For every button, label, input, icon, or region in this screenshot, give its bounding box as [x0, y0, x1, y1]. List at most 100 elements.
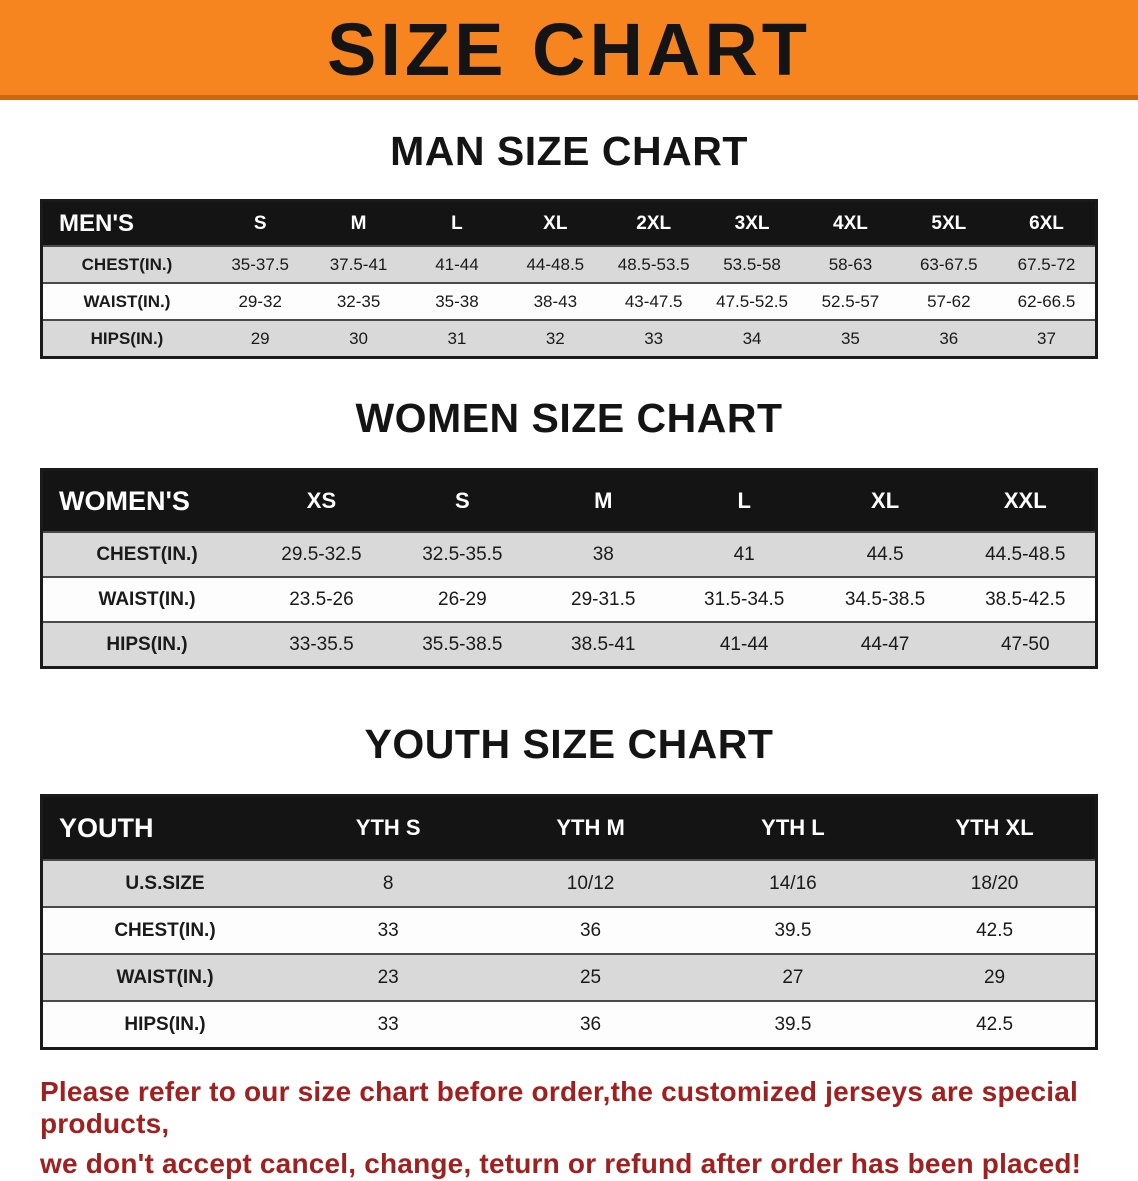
- table-title-cell: MEN'S: [41, 200, 211, 246]
- disclaimer-line-1: Please refer to our size chart before or…: [40, 1076, 1079, 1140]
- column-header: XL: [814, 469, 956, 532]
- column-header: YTH M: [489, 795, 692, 860]
- size-cell: 31.5-34.5: [704, 588, 785, 610]
- size-cell: 39.5: [774, 1013, 812, 1035]
- size-cell: 52.5-57: [821, 291, 880, 311]
- table-row: CHEST(IN.) 33 36 39.5 42.5: [41, 907, 1097, 954]
- column-header: 2XL: [604, 200, 703, 246]
- man-size-chart-section: MAN SIZE CHART MEN'S S M L XL 2XL 3XL 4XL 5XL 6XL…: [0, 128, 1138, 359]
- table-row: WAIST(IN.) 23 25 27 29: [41, 954, 1097, 1001]
- table-row: HIPS(IN.) 33-35.5 35.5-38.5 38.5-41 41-44 44-…: [41, 622, 1097, 668]
- youth-size-chart-section: YOUTH SIZE CHART YOUTH YTH S YTH M YTH L YTH…: [0, 721, 1138, 1050]
- column-header: 5XL: [899, 200, 998, 246]
- row-label: CHEST(IN.): [81, 254, 173, 274]
- disclaimer: Please refer to our size chart before or…: [40, 1076, 1138, 1181]
- size-cell: 39.5: [774, 919, 812, 941]
- size-cell: 47-50: [1000, 633, 1050, 655]
- size-cell: 29: [250, 328, 270, 348]
- table-title-cell: YOUTH: [41, 795, 287, 860]
- column-header: L: [407, 200, 507, 246]
- size-cell: 36: [579, 919, 602, 941]
- size-cell: 26-29: [438, 588, 487, 610]
- size-cell: 62-66.5: [1017, 291, 1076, 311]
- column-header: L: [673, 469, 815, 532]
- table-row: CHEST(IN.) 35-37.5 37.5-41 41-44 44-48.5 48.5…: [41, 246, 1097, 283]
- column-header: 6XL: [998, 200, 1097, 246]
- table-title-cell: WOMEN'S: [41, 469, 251, 532]
- size-cell: 29.5-32.5: [281, 543, 362, 565]
- size-cell: 33: [377, 919, 399, 941]
- size-cell: 29-32: [238, 291, 282, 311]
- size-cell: 30: [349, 328, 369, 348]
- size-cell: 36: [939, 328, 959, 348]
- size-cell: 53.5-58: [723, 254, 781, 274]
- size-cell: 34: [742, 328, 762, 348]
- column-header: 3XL: [702, 200, 802, 246]
- size-cell: 29: [983, 966, 1006, 988]
- row-label: WAIST(IN.): [83, 291, 171, 311]
- size-chart-title: SIZE CHART: [327, 8, 811, 91]
- size-cell: 29-31.5: [571, 588, 636, 610]
- row-label: WAIST(IN.): [98, 588, 196, 610]
- row-label: HIPS(IN.): [124, 1013, 206, 1035]
- youth-size-table: YOUTH YTH S YTH M YTH L YTH XL U.S.SIZE 8 10/12…: [40, 794, 1098, 1050]
- youth-size-chart-heading: YOUTH SIZE CHART: [364, 721, 774, 767]
- table-row: HIPS(IN.) 29 30 31 32 33 34 35 36 37: [41, 320, 1097, 358]
- table-header-row: WOMEN'S XS S M L XL XXL: [41, 469, 1097, 532]
- size-cell: 32-35: [336, 291, 381, 311]
- column-header: XS: [251, 469, 392, 532]
- size-cell: 32.5-35.5: [422, 543, 503, 565]
- size-cell: 35-37.5: [231, 254, 290, 274]
- size-cell: 41: [733, 543, 755, 565]
- size-cell: 23.5-26: [289, 588, 354, 610]
- size-cell: 42.5: [976, 919, 1014, 941]
- size-cell: 58-63: [828, 254, 873, 274]
- size-cell: 33: [377, 1013, 399, 1035]
- size-cell: 34.5-38.5: [844, 588, 926, 610]
- table-row: HIPS(IN.) 33 36 39.5 42.5: [41, 1001, 1097, 1049]
- column-header: 4XL: [801, 200, 900, 246]
- womens-size-table: WOMEN'S XS S M L XL XXL CHEST(IN.) 29.5-32.5 32.5…: [40, 468, 1098, 669]
- row-label: CHEST(IN.): [96, 543, 198, 565]
- size-cell: 37.5-41: [329, 254, 388, 274]
- size-cell: 41-44: [719, 633, 769, 655]
- table-header-row: MEN'S S M L XL 2XL 3XL 4XL 5XL 6XL: [41, 200, 1097, 246]
- column-header: XXL: [955, 469, 1097, 532]
- row-label: WAIST(IN.): [116, 966, 214, 988]
- size-cell: 37: [1037, 328, 1056, 348]
- table-row: U.S.SIZE 8 10/12 14/16 18/20: [41, 860, 1097, 907]
- size-cell: 57-62: [927, 291, 971, 311]
- size-cell: 32: [545, 328, 565, 348]
- size-cell: 38.5-42.5: [985, 588, 1066, 610]
- column-header: M: [309, 200, 408, 246]
- size-cell: 43-47.5: [624, 291, 683, 311]
- size-cell: 44.5: [866, 543, 904, 565]
- mens-size-table: MEN'S S M L XL 2XL 3XL 4XL 5XL 6XL CHEST(IN.) 35-37…: [40, 199, 1098, 359]
- size-cell: 63-67.5: [919, 254, 978, 274]
- size-cell: 35-38: [435, 291, 479, 311]
- size-cell: 23: [377, 966, 399, 988]
- column-header: S: [391, 469, 533, 532]
- size-chart-banner: SIZE CHART: [0, 0, 1138, 100]
- column-header: YTH L: [691, 795, 895, 860]
- size-cell: 38.5-41: [571, 633, 636, 655]
- size-cell: 41-44: [435, 254, 479, 274]
- column-header: M: [532, 469, 674, 532]
- size-cell: 18/20: [970, 872, 1019, 894]
- size-cell: 38: [592, 543, 614, 565]
- size-cell: 35: [840, 328, 860, 348]
- size-cell: 25: [579, 966, 602, 988]
- size-cell: 47.5-52.5: [716, 291, 788, 311]
- women-size-chart-heading: WOMEN SIZE CHART: [355, 395, 783, 441]
- size-cell: 38-43: [533, 291, 578, 311]
- table-row: WAIST(IN.) 29-32 32-35 35-38 38-43 43-47.5 47.…: [41, 283, 1097, 320]
- column-header: YTH XL: [894, 795, 1097, 860]
- size-cell: 27: [782, 966, 804, 988]
- table-row: CHEST(IN.) 29.5-32.5 32.5-35.5 38 41 44.5 44.5…: [41, 532, 1097, 577]
- size-cell: 67.5-72: [1017, 254, 1076, 274]
- size-cell: 14/16: [769, 872, 817, 894]
- row-label: HIPS(IN.): [90, 328, 164, 348]
- size-cell: 33-35.5: [289, 633, 354, 655]
- size-cell: 44-48.5: [526, 254, 585, 274]
